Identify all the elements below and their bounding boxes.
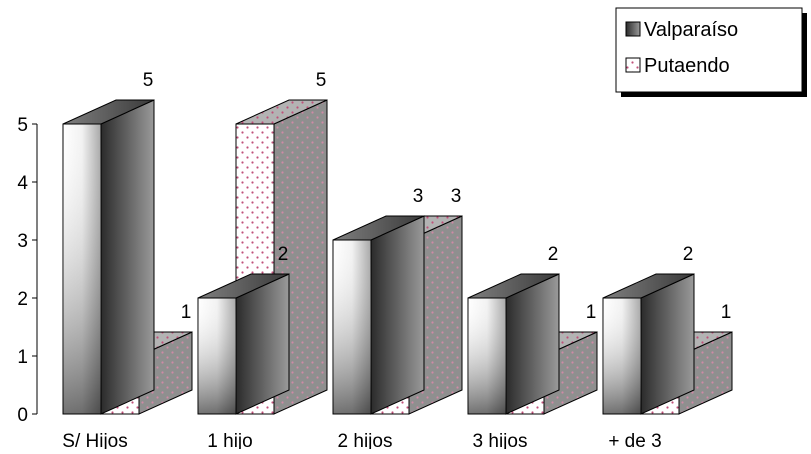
legend-swatch <box>625 57 641 73</box>
bar-side-face <box>640 273 695 415</box>
y-tick-label: 1 <box>17 347 28 368</box>
x-category-label: + de 3 <box>608 431 661 449</box>
bar-front-shade <box>468 298 506 414</box>
bar-front-shade <box>63 124 101 414</box>
data-label: 1 <box>181 302 192 323</box>
data-label: 1 <box>721 302 732 323</box>
x-category-label: S/ Hijos <box>62 431 127 449</box>
bar-valparaiso-3 <box>467 273 560 415</box>
bar-side-face <box>370 215 425 415</box>
x-category-label: 3 hijos <box>473 431 528 449</box>
bar-front-shade <box>333 240 371 414</box>
data-label: 2 <box>683 244 694 265</box>
legend-swatch <box>625 21 641 37</box>
bar-valparaiso-2 <box>332 215 425 415</box>
bar-valparaiso-4 <box>602 273 695 415</box>
data-label: 3 <box>413 186 424 207</box>
bar-side-face <box>100 99 155 415</box>
y-tick-label: 0 <box>17 405 28 426</box>
bar-valparaiso-1 <box>197 273 290 415</box>
data-label: 2 <box>548 244 559 265</box>
y-tick-label: 4 <box>17 173 28 194</box>
y-tick-label: 5 <box>17 115 28 136</box>
legend-box <box>615 7 803 93</box>
x-category-label: 2 hijos <box>338 431 393 449</box>
x-category-label: 1 hijo <box>207 431 252 449</box>
bar-front-shade <box>198 298 236 414</box>
data-label: 3 <box>451 186 462 207</box>
bar-front-shade <box>603 298 641 414</box>
data-label: 2 <box>278 244 289 265</box>
bar-valparaiso-0 <box>62 99 155 415</box>
data-label: 1 <box>586 302 597 323</box>
data-label: 5 <box>316 70 327 91</box>
y-tick-label: 3 <box>17 231 28 252</box>
legend-label: Putaendo <box>644 55 730 77</box>
legend-label: Valparaíso <box>644 19 738 41</box>
data-label: 5 <box>143 70 154 91</box>
bar-side-face <box>505 273 560 415</box>
y-tick-label: 2 <box>17 289 28 310</box>
bar-side-face <box>235 273 290 415</box>
